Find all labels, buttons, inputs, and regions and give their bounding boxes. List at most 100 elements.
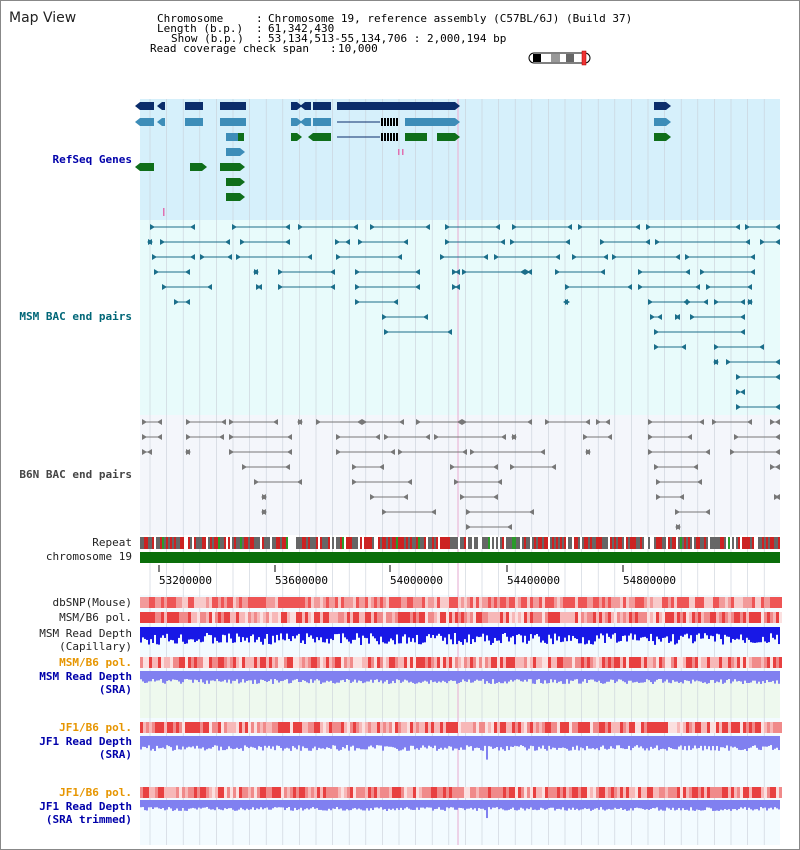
repeat-block <box>472 537 474 549</box>
track-label-dbsnp[interactable]: dbSNP(Mouse) <box>52 596 132 609</box>
dbsnp-cell <box>164 597 167 608</box>
msm-depth-cap-bar <box>204 627 206 637</box>
track-label-msm-bac[interactable]: MSM BAC end pairs <box>19 310 132 323</box>
jf1-pol-cell <box>293 722 296 733</box>
track-label-msm-pol[interactable]: MSM/B6 pol. <box>59 611 132 624</box>
msm-pol-sra-cell <box>503 657 506 668</box>
bac-end <box>452 269 457 275</box>
msm-pol-sra-cell <box>278 657 281 668</box>
jf1-depth-bar <box>756 736 758 748</box>
msm-depth-cap-bar <box>380 627 382 637</box>
msm-depth-cap-bar <box>330 627 332 639</box>
jf1-depth-trimmed-bar <box>776 800 778 809</box>
jf1-pol-trimmed-cell <box>473 787 476 798</box>
msm-depth-cap-bar <box>732 627 734 639</box>
track-label-refseq[interactable]: RefSeq Genes <box>52 153 132 166</box>
jf1-depth-bar <box>746 736 748 751</box>
repeat-block <box>346 537 348 549</box>
msm-pol-cell <box>161 612 164 623</box>
track-label-msm-depth-sra[interactable]: MSM Read Depth <box>39 670 132 683</box>
jf1-pol-trimmed-cell <box>164 787 167 798</box>
msm-pol-sra-cell <box>341 657 344 668</box>
msm-pol-sra-cell <box>725 657 728 668</box>
track-label-jf1-pol-trimmed[interactable]: JF1/B6 pol. <box>59 786 132 799</box>
dbsnp-cell <box>752 597 755 608</box>
bac-end <box>225 239 230 245</box>
track-label-chromosome[interactable]: chromosome 19 <box>45 550 132 563</box>
dbsnp-cell <box>650 597 653 608</box>
jf1-depth-trimmed-bar <box>664 800 666 811</box>
msm-depth-cap-bar <box>652 627 654 642</box>
msm-depth-cap-bar <box>668 627 670 643</box>
jf1-depth-bar <box>234 736 236 749</box>
track-label-jf1-pol[interactable]: JF1/B6 pol. <box>59 721 132 734</box>
jf1-pol-trimmed-cell <box>305 787 308 798</box>
msm-pol-sra-cell <box>215 657 218 668</box>
jf1-depth-bar <box>160 736 162 749</box>
dbsnp-cell <box>662 597 665 608</box>
jf1-depth-trimmed-bar <box>494 800 496 808</box>
msm-pol-sra-cell <box>569 657 572 668</box>
jf1-depth-bar <box>748 736 750 749</box>
msm-depth-sra-bar <box>578 671 580 684</box>
jf1-pol-cell <box>623 722 626 733</box>
msm-pol-cell <box>329 612 332 623</box>
msm-depth-sra-bar <box>532 671 534 684</box>
bac-end <box>679 494 684 500</box>
jf1-depth-trimmed-bar <box>726 800 728 810</box>
msm-depth-cap-bar <box>352 627 354 640</box>
repeat-block <box>530 537 532 549</box>
chromosome-ideogram[interactable] <box>528 50 591 66</box>
msm-depth-sra-bar <box>710 671 712 681</box>
jf1-pol-trimmed-cell <box>356 787 359 798</box>
track-label-msm-depth-cap[interactable]: MSM Read Depth <box>39 627 132 640</box>
jf1-depth-trimmed-bar <box>310 800 312 809</box>
repeat-block <box>560 537 562 549</box>
dbsnp-cell <box>371 597 374 608</box>
jf1-depth-trimmed-bar <box>450 800 452 808</box>
repeat-block <box>332 537 334 549</box>
jf1-pol-trimmed-cell <box>599 787 602 798</box>
jf1-pol-cell <box>398 722 401 733</box>
track-label-msm-pol-sra[interactable]: MSM/B6 pol. <box>59 656 132 669</box>
bac-end <box>307 254 312 260</box>
jf1-depth-trimmed-bar <box>506 800 508 811</box>
track-label-jf1-depth[interactable]: JF1 Read Depth <box>39 735 132 748</box>
jf1-depth-bar <box>498 736 500 751</box>
jf1-depth-trimmed-bar <box>714 800 716 811</box>
jf1-depth-trimmed-bar <box>222 800 224 811</box>
jf1-pol-trimmed-cell <box>710 787 713 798</box>
track-label-b6n-bac[interactable]: B6N BAC end pairs <box>19 468 132 481</box>
repeat-block <box>510 537 512 549</box>
jf1-pol-trimmed-cell <box>332 787 335 798</box>
jf1-depth-trimmed-bar <box>764 800 766 808</box>
repeat-block <box>342 537 344 549</box>
jf1-depth-bar <box>530 736 532 746</box>
track-label-jf1-depth-trimmed[interactable]: JF1 Read Depth <box>39 800 132 813</box>
jf1-depth-trimmed-bar <box>566 800 568 811</box>
repeat-block <box>340 537 342 549</box>
jf1-pol-cell <box>437 722 440 733</box>
msm-depth-cap-bar <box>140 627 142 643</box>
msm-depth-cap-bar <box>522 627 524 643</box>
jf1-depth-trimmed-bar <box>684 800 686 810</box>
jf1-depth-bar <box>546 736 548 751</box>
jf1-depth-bar <box>388 736 390 747</box>
jf1-pol-cell <box>419 722 422 733</box>
jf1-depth-bar <box>736 736 738 749</box>
bac-end <box>745 224 750 230</box>
repeat-block <box>364 537 366 549</box>
track-label-repeat[interactable]: Repeat <box>92 536 132 549</box>
msm-pol-sra-cell <box>167 657 170 668</box>
jf1-pol-cell <box>665 722 668 733</box>
msm-depth-cap-bar <box>294 627 296 639</box>
bac-end <box>705 509 710 515</box>
jf1-pol-trimmed-cell <box>581 787 584 798</box>
jf1-pol-trimmed-cell <box>617 787 620 798</box>
jf1-depth-trimmed-bar <box>598 800 600 810</box>
jf1-pol-cell <box>242 722 245 733</box>
bac-end <box>555 269 560 275</box>
bac-end <box>370 224 375 230</box>
msm-pol-cell <box>725 612 728 623</box>
